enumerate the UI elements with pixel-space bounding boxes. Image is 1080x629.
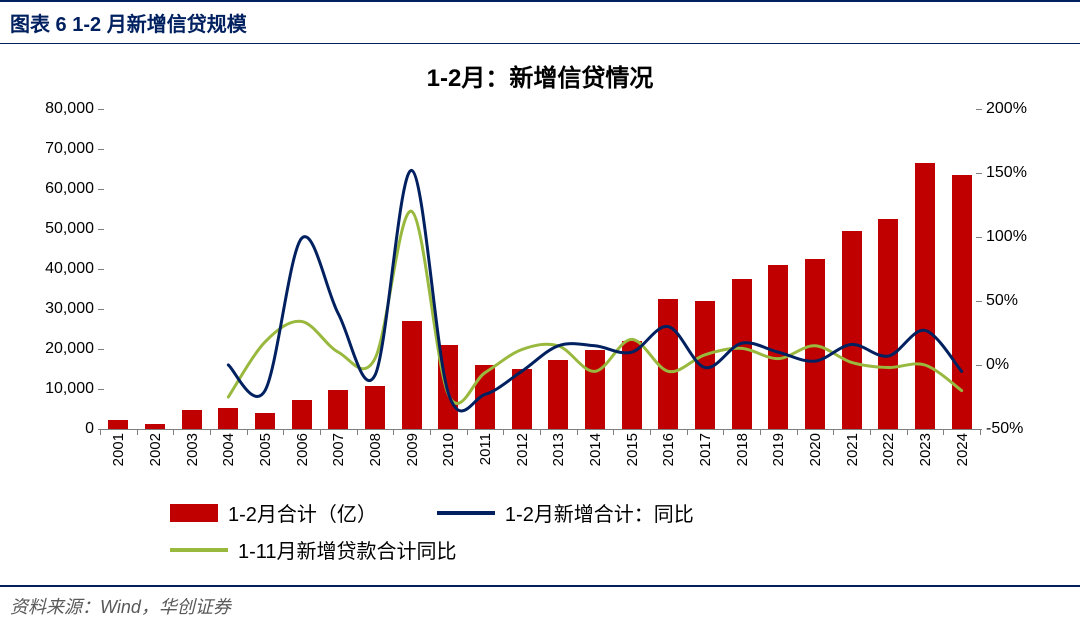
x-tick — [687, 429, 688, 435]
x-tick — [503, 429, 504, 435]
y-left-tick — [98, 109, 104, 110]
x-axis-label: 2005 — [257, 433, 274, 466]
figure-header-text: 图表 6 1-2 月新增信贷规模 — [10, 14, 247, 36]
x-axis-label: 2013 — [550, 433, 567, 466]
x-tick — [100, 429, 101, 435]
y-right-tick-label: -50% — [986, 420, 1060, 438]
y-right-tick-label: 0% — [986, 356, 1060, 374]
legend-item-line2: 1-11月新增贷款合计同比 — [170, 535, 457, 564]
y-left-tick — [98, 229, 104, 230]
y-right-tick — [976, 109, 982, 110]
x-tick — [430, 429, 431, 435]
x-tick — [943, 429, 944, 435]
x-axis-label: 2015 — [624, 433, 641, 466]
x-axis-label: 2008 — [367, 433, 384, 466]
legend-label-line1: 1-2月新增合计：同比 — [505, 498, 694, 527]
y-left-tick — [98, 269, 104, 270]
line-overlay — [100, 109, 980, 429]
x-axis-label: 2021 — [844, 433, 861, 466]
source-text: 资料来源：Wind，华创证券 — [10, 597, 231, 617]
y-left-tick-label: 0 — [20, 420, 94, 438]
y-left-tick-label: 10,000 — [20, 380, 94, 398]
y-left-tick-label: 40,000 — [20, 260, 94, 278]
legend-item-bars: 1-2月合计（亿） — [170, 498, 377, 527]
x-axis-label: 2010 — [440, 433, 457, 466]
y-right-tick-label: 150% — [986, 164, 1060, 182]
chart-area: 1-2月合计（亿） 1-2月新增合计：同比 1-11月新增贷款合计同比 010,… — [20, 99, 1060, 539]
y-left-tick-label: 60,000 — [20, 180, 94, 198]
figure-header: 图表 6 1-2 月新增信贷规模 — [0, 0, 1080, 44]
y-right-tick — [976, 365, 982, 366]
y-left-tick — [98, 309, 104, 310]
x-tick — [540, 429, 541, 435]
x-axis-label: 2009 — [404, 433, 421, 466]
x-tick — [577, 429, 578, 435]
x-axis-label: 2022 — [880, 433, 897, 466]
x-axis-label: 2003 — [184, 433, 201, 466]
line-credit-1-2 — [228, 170, 961, 411]
x-tick — [357, 429, 358, 435]
x-axis-label: 2017 — [697, 433, 714, 466]
legend-label-line2: 1-11月新增贷款合计同比 — [238, 535, 457, 564]
x-tick — [723, 429, 724, 435]
y-right-tick-label: 50% — [986, 292, 1060, 310]
legend: 1-2月合计（亿） 1-2月新增合计：同比 1-11月新增贷款合计同比 — [170, 494, 970, 568]
x-axis-label: 2006 — [294, 433, 311, 466]
legend-item-line1: 1-2月新增合计：同比 — [437, 498, 694, 527]
legend-swatch-bar — [170, 504, 218, 522]
x-tick — [173, 429, 174, 435]
x-tick — [980, 429, 981, 435]
x-axis-label: 2019 — [770, 433, 787, 466]
y-left-tick — [98, 189, 104, 190]
source-footer: 资料来源：Wind，华创证券 — [0, 585, 1080, 619]
x-axis-label: 2001 — [110, 433, 127, 466]
y-left-tick-label: 70,000 — [20, 140, 94, 158]
y-right-tick-label: 100% — [986, 228, 1060, 246]
x-tick — [210, 429, 211, 435]
x-tick — [870, 429, 871, 435]
y-left-tick — [98, 389, 104, 390]
y-right-tick — [976, 173, 982, 174]
y-left-tick-label: 80,000 — [20, 100, 94, 118]
x-tick — [797, 429, 798, 435]
x-tick — [833, 429, 834, 435]
y-right-tick — [976, 237, 982, 238]
x-axis-label: 2016 — [660, 433, 677, 466]
x-axis-label: 2012 — [514, 433, 531, 466]
y-left-tick-label: 50,000 — [20, 220, 94, 238]
x-tick — [467, 429, 468, 435]
y-left-tick-label: 30,000 — [20, 300, 94, 318]
x-tick — [283, 429, 284, 435]
y-left-tick-label: 20,000 — [20, 340, 94, 358]
x-tick — [247, 429, 248, 435]
x-tick — [760, 429, 761, 435]
x-axis-label: 2011 — [477, 433, 494, 465]
x-tick — [320, 429, 321, 435]
legend-swatch-line1 — [437, 511, 495, 515]
chart-title: 1-2月：新增信贷情况 — [0, 58, 1080, 93]
y-left-tick — [98, 149, 104, 150]
y-right-tick — [976, 301, 982, 302]
x-tick — [613, 429, 614, 435]
x-axis-label: 2004 — [220, 433, 237, 466]
x-tick — [137, 429, 138, 435]
legend-label-bars: 1-2月合计（亿） — [228, 498, 377, 527]
x-axis-label: 2014 — [587, 433, 604, 466]
x-axis-label: 2020 — [807, 433, 824, 466]
x-tick — [393, 429, 394, 435]
x-axis-label: 2024 — [954, 433, 971, 466]
x-axis-label: 2018 — [734, 433, 751, 466]
x-tick — [650, 429, 651, 435]
x-tick — [907, 429, 908, 435]
line-loans-1-11 — [228, 211, 961, 403]
plot-area — [100, 109, 980, 430]
y-left-tick — [98, 349, 104, 350]
x-axis-label: 2002 — [147, 433, 164, 466]
y-right-tick-label: 200% — [986, 100, 1060, 118]
legend-swatch-line2 — [170, 548, 228, 552]
y-left-tick — [98, 429, 104, 430]
y-right-tick — [976, 429, 982, 430]
x-axis-label: 2007 — [330, 433, 347, 466]
x-axis-label: 2023 — [917, 433, 934, 466]
